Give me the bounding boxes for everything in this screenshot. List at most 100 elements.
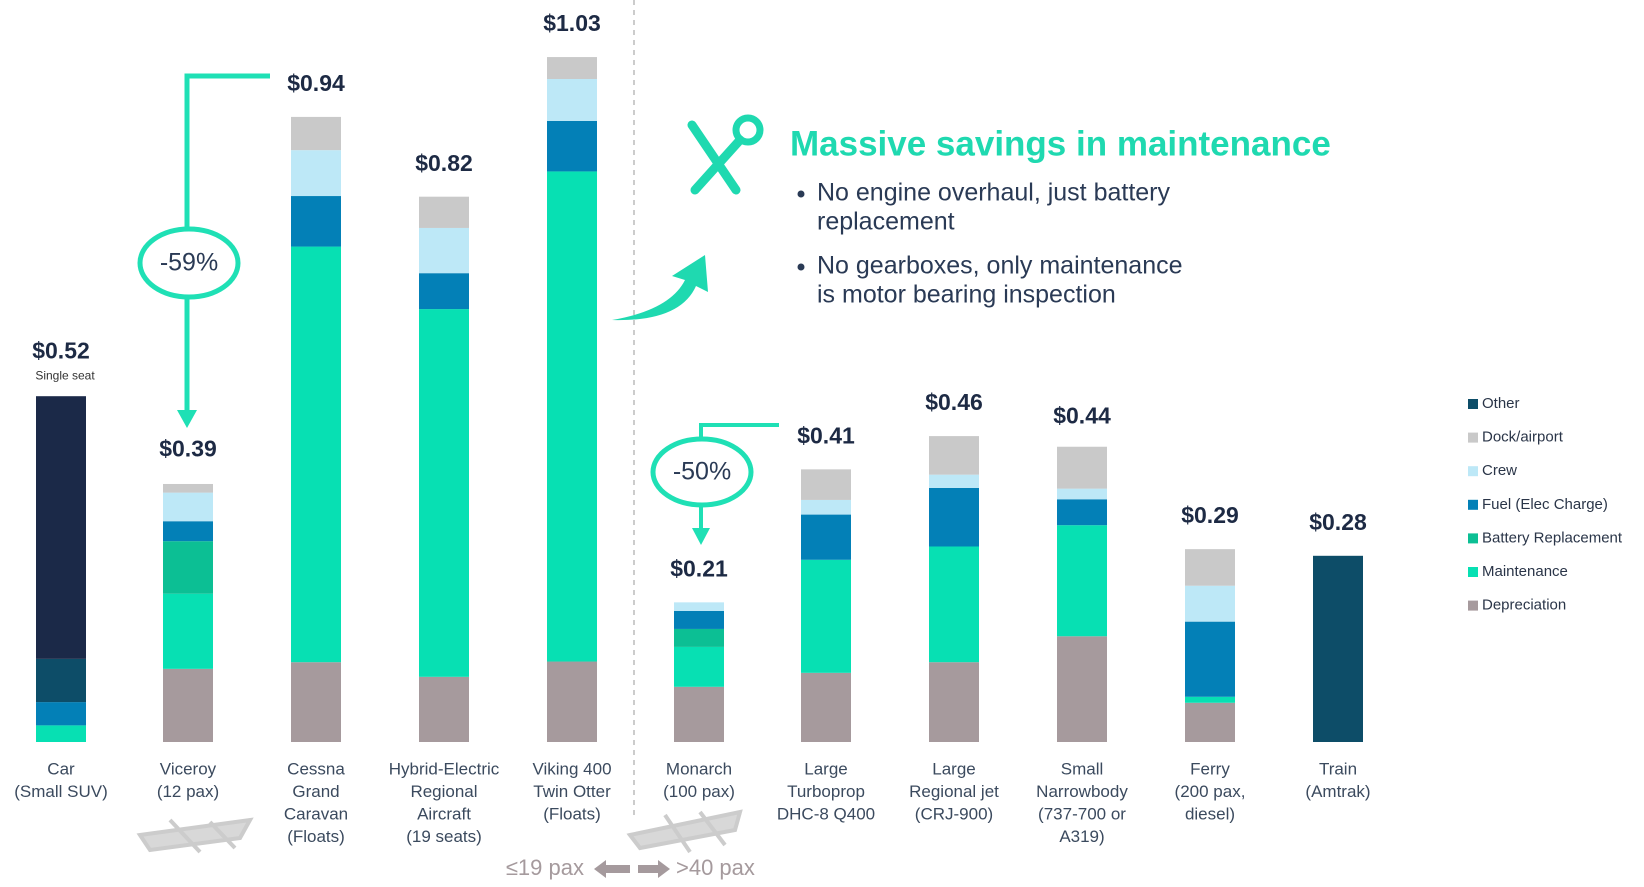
- x-tick-label: (Floats): [543, 804, 601, 823]
- x-tick-label: (Small SUV): [14, 782, 108, 801]
- bullet-text: No gearboxes, only maintenance: [817, 252, 1183, 280]
- bar-segment: [163, 493, 213, 522]
- x-tick-label: A319): [1059, 827, 1104, 846]
- group-arrow: [638, 860, 670, 878]
- legend-label: Other: [1482, 395, 1520, 412]
- legend-swatch: [1468, 466, 1478, 476]
- legend-label: Crew: [1482, 462, 1517, 479]
- total-label: $0.44: [1053, 402, 1111, 428]
- arrow-head: [692, 528, 710, 545]
- x-tick-label: Small: [1061, 759, 1104, 778]
- x-tick-label: Cessna: [287, 759, 345, 778]
- bar-segment: [1057, 499, 1107, 525]
- bar-segment: [419, 228, 469, 273]
- bar-segment: [1185, 697, 1235, 703]
- bar-segment: [36, 702, 86, 725]
- total-label: $0.94: [287, 70, 345, 96]
- x-tick-label: (100 pax): [663, 782, 735, 801]
- tools-icon: [692, 118, 760, 190]
- group-arrow: [594, 860, 630, 878]
- x-tick-label: DHC-8 Q400: [777, 804, 875, 823]
- total-label: $0.46: [925, 389, 983, 415]
- bar-segment: [419, 677, 469, 742]
- x-tick-label: Large: [932, 759, 975, 778]
- bar-segment: [419, 197, 469, 228]
- bar-segment: [36, 396, 86, 659]
- x-tick-label: Ferry: [1190, 759, 1230, 778]
- bar-segment: [674, 602, 724, 611]
- bar-segment: [929, 662, 979, 742]
- bar-segment: [1057, 636, 1107, 742]
- x-tick-label: Train: [1319, 759, 1357, 778]
- bar-segment: [163, 594, 213, 669]
- x-tick-label: (200 pax,: [1175, 782, 1246, 801]
- bar-segment: [36, 659, 86, 702]
- total-label: $0.29: [1181, 502, 1239, 528]
- bar-segment: [801, 515, 851, 560]
- bar-segment: [801, 560, 851, 673]
- bar-segment: [1057, 489, 1107, 500]
- chart: -59% -50% Massive savings in maintenance…: [0, 0, 1644, 887]
- bullet-list: No engine overhaul, just batteryreplacem…: [798, 179, 1183, 309]
- legend-swatch: [1468, 567, 1478, 577]
- x-tick-label: Regional jet: [909, 782, 999, 801]
- x-tick-label: (19 seats): [406, 827, 482, 846]
- x-tick-label: Caravan: [284, 804, 348, 823]
- bar-segment: [547, 57, 597, 79]
- total-label: $0.28: [1309, 509, 1367, 535]
- x-tick-label: Narrowbody: [1036, 782, 1128, 801]
- bar-segment: [291, 150, 341, 196]
- x-tick-label: Large: [804, 759, 847, 778]
- bar-segment: [1185, 586, 1235, 622]
- bar-segment: [1185, 622, 1235, 697]
- total-label: $0.52: [32, 337, 90, 363]
- bar-segment: [291, 662, 341, 742]
- bar-segment: [547, 171, 597, 661]
- total-label: $0.21: [670, 555, 728, 581]
- x-tick-label: Car: [47, 759, 75, 778]
- bar-segment: [1185, 703, 1235, 742]
- bar-segment: [163, 541, 213, 594]
- annotation: Single seat: [35, 368, 95, 382]
- bar-segment: [291, 247, 341, 663]
- bar-segment: [929, 488, 979, 547]
- bullet-text: is motor bearing inspection: [817, 281, 1116, 309]
- legend-swatch: [1468, 500, 1478, 510]
- aircraft-image: [630, 812, 740, 852]
- x-tick-label: (737-700 or: [1038, 804, 1126, 823]
- bar-segment: [801, 500, 851, 515]
- bar-segment: [36, 725, 86, 742]
- x-tick-label: (Amtrak): [1305, 782, 1370, 801]
- bullet: [798, 191, 805, 198]
- legend-label: Battery Replacement: [1482, 529, 1623, 546]
- bar-segment: [291, 117, 341, 150]
- legend-swatch: [1468, 533, 1478, 543]
- x-tick-label: Aircraft: [417, 804, 471, 823]
- bar-segment: [163, 484, 213, 493]
- legend-label: Fuel (Elec Charge): [1482, 496, 1608, 513]
- bar-segment: [1057, 525, 1107, 636]
- x-tick-label: (Floats): [287, 827, 345, 846]
- bullet-text: replacement: [817, 208, 955, 236]
- total-label: $1.03: [543, 10, 601, 36]
- bullet-text: No engine overhaul, just battery: [817, 179, 1170, 207]
- bullet: [798, 264, 805, 271]
- bar-segment: [801, 469, 851, 500]
- bar-segment: [547, 79, 597, 121]
- bar-segment: [674, 647, 724, 687]
- group-label: ≤19 pax: [506, 855, 584, 880]
- bar-segment: [674, 629, 724, 647]
- legend-swatch: [1468, 433, 1478, 443]
- total-label: $0.41: [797, 422, 855, 448]
- bar-segment: [419, 273, 469, 309]
- bar-segment: [163, 521, 213, 541]
- bar-segment: [547, 121, 597, 172]
- bar-segment: [1313, 556, 1363, 742]
- aircraft-image: [140, 820, 250, 852]
- x-tick-label: diesel): [1185, 804, 1235, 823]
- x-tick-label: (12 pax): [157, 782, 219, 801]
- x-tick-label: Grand: [292, 782, 339, 801]
- x-tick-label: Turboprop: [787, 782, 865, 801]
- legend-swatch: [1468, 399, 1478, 409]
- bar-segment: [674, 611, 724, 629]
